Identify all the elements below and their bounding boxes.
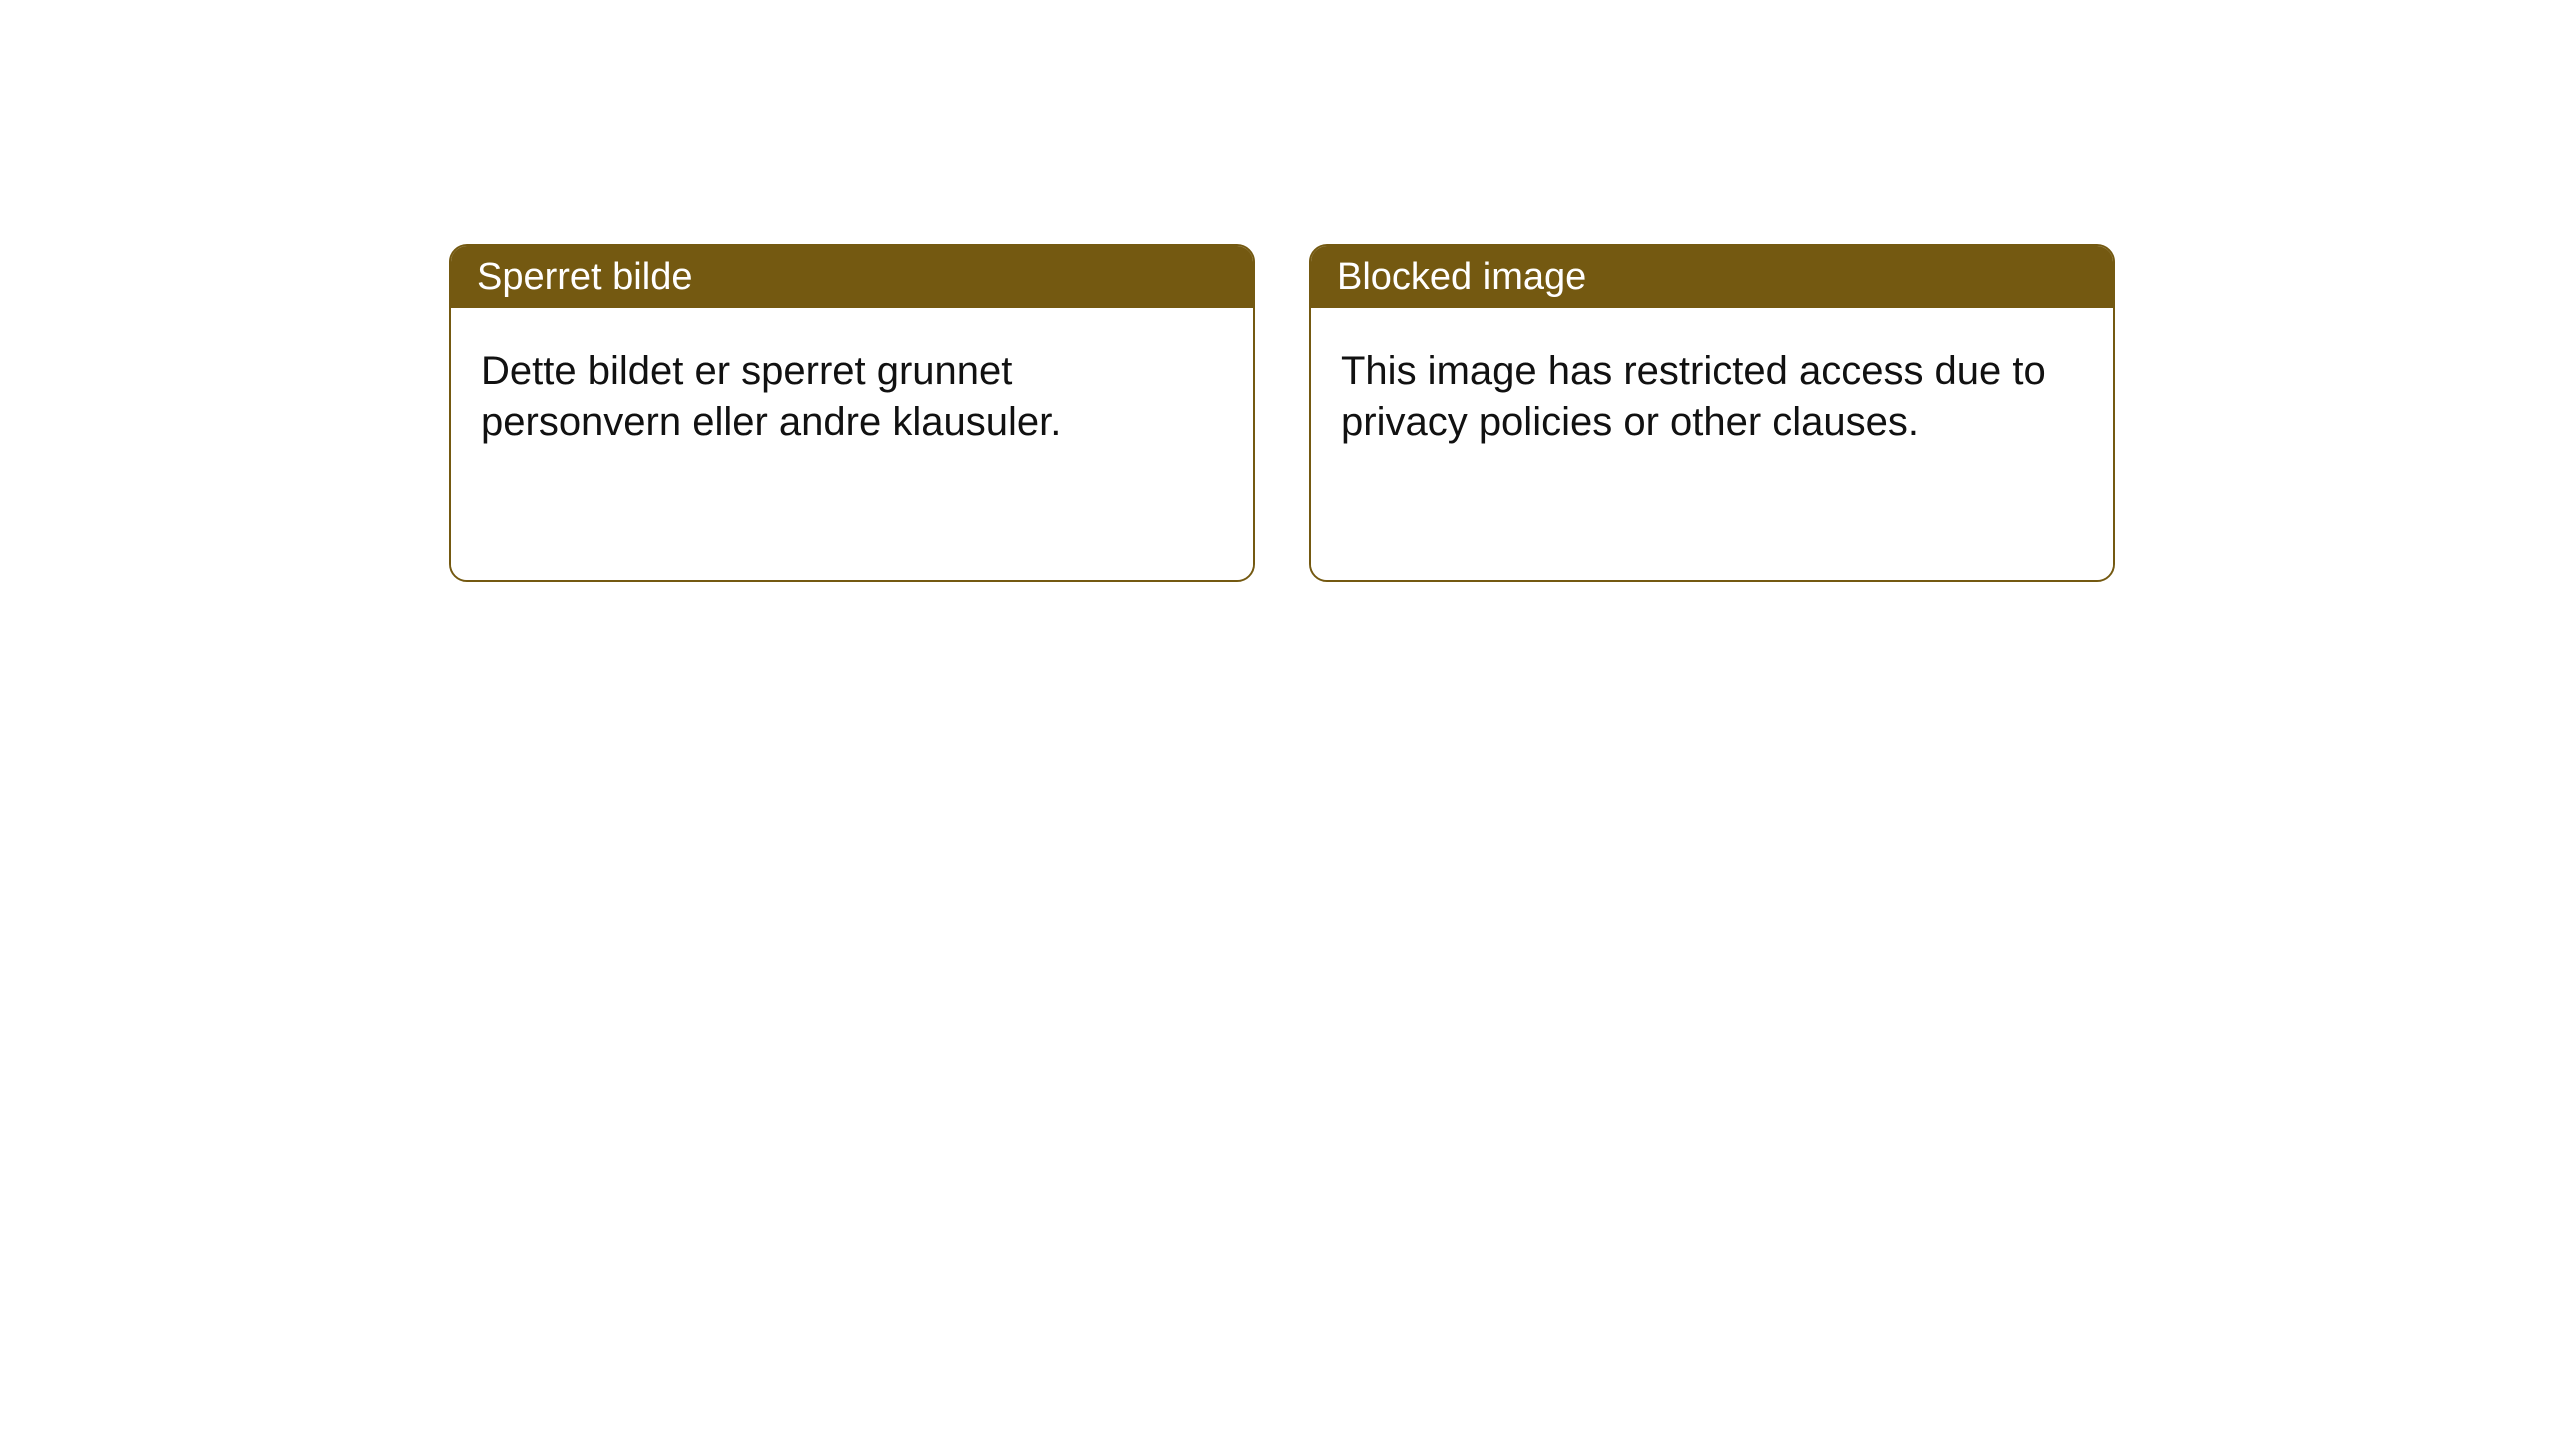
panel-header: Sperret bilde [451,246,1253,308]
panel-body: Dette bildet er sperret grunnet personve… [451,308,1253,580]
panel-body: This image has restricted access due to … [1311,308,2113,580]
notice-panel-no: Sperret bilde Dette bildet er sperret gr… [449,244,1255,582]
panel-header: Blocked image [1311,246,2113,308]
notice-panel-en: Blocked image This image has restricted … [1309,244,2115,582]
notice-panel-row: Sperret bilde Dette bildet er sperret gr… [449,244,2115,582]
